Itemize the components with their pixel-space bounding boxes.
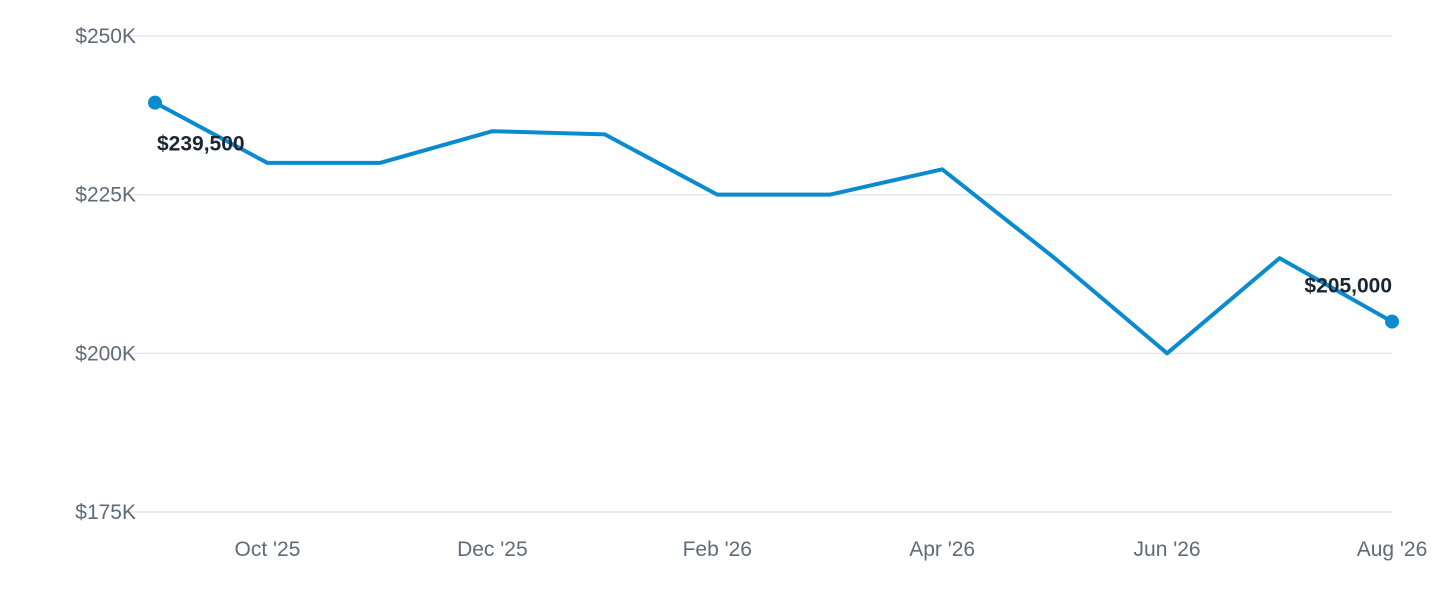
x-tick-label: Oct '25 bbox=[235, 538, 301, 561]
data-point-marker bbox=[1385, 314, 1399, 329]
y-tick-label: $225K bbox=[75, 184, 136, 207]
data-label: $205,000 bbox=[1304, 275, 1392, 298]
data-point-marker bbox=[148, 95, 162, 110]
x-axis: Oct '25 Dec '25 Feb '26 Apr '26 Jun '26 Aug '… bbox=[235, 538, 1428, 561]
series-group bbox=[148, 95, 1399, 356]
y-tick-label: $200K bbox=[75, 342, 136, 365]
x-tick-label: Jun '26 bbox=[1134, 538, 1201, 561]
data-labels: $239,500 $205,000 bbox=[157, 133, 1392, 298]
x-tick-label: Dec '25 bbox=[457, 538, 528, 561]
y-tick-label: $250K bbox=[75, 25, 136, 48]
series-line bbox=[153, 100, 1394, 356]
x-tick-label: Apr '26 bbox=[909, 538, 975, 561]
x-tick-label: Aug '26 bbox=[1357, 538, 1428, 561]
y-tick-label: $175K bbox=[75, 501, 136, 524]
gridlines bbox=[125, 35, 1392, 513]
data-label: $239,500 bbox=[157, 133, 245, 156]
y-axis: $250K $225K $200K $175K bbox=[75, 25, 136, 524]
x-tick-label: Feb '26 bbox=[683, 538, 752, 561]
